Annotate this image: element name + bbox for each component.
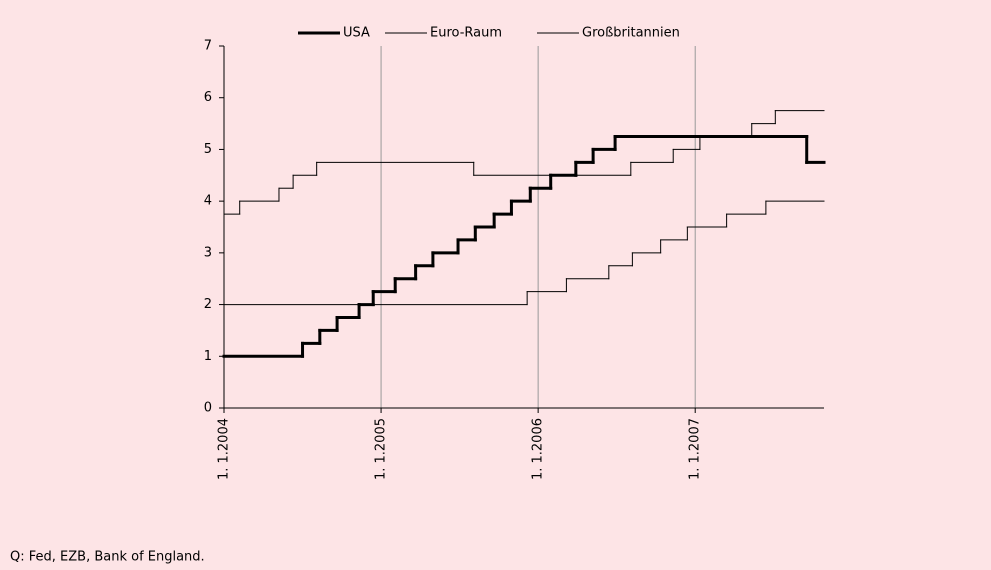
- y-tick-label: 6: [204, 90, 212, 105]
- y-tick-label: 5: [204, 142, 212, 157]
- legend-label: Euro-Raum: [430, 26, 502, 41]
- legend-label: USA: [343, 26, 370, 41]
- y-tick-label: 7: [204, 39, 212, 54]
- x-tick-label: 1. 1.2006: [531, 418, 546, 480]
- y-tick-label: 2: [204, 297, 212, 312]
- x-tick-label: 1. 1.2005: [374, 418, 389, 480]
- x-tick-label: 1. 1.2004: [217, 418, 232, 480]
- x-tick-label: 1. 1.2007: [688, 418, 703, 480]
- y-tick-label: 3: [204, 245, 212, 260]
- y-tick-label: 0: [204, 401, 212, 416]
- y-tick-label: 1: [204, 349, 212, 364]
- source-note: Q: Fed, EZB, Bank of England.: [10, 550, 205, 565]
- legend-label: Großbritannien: [582, 26, 680, 41]
- y-tick-label: 4: [204, 194, 212, 209]
